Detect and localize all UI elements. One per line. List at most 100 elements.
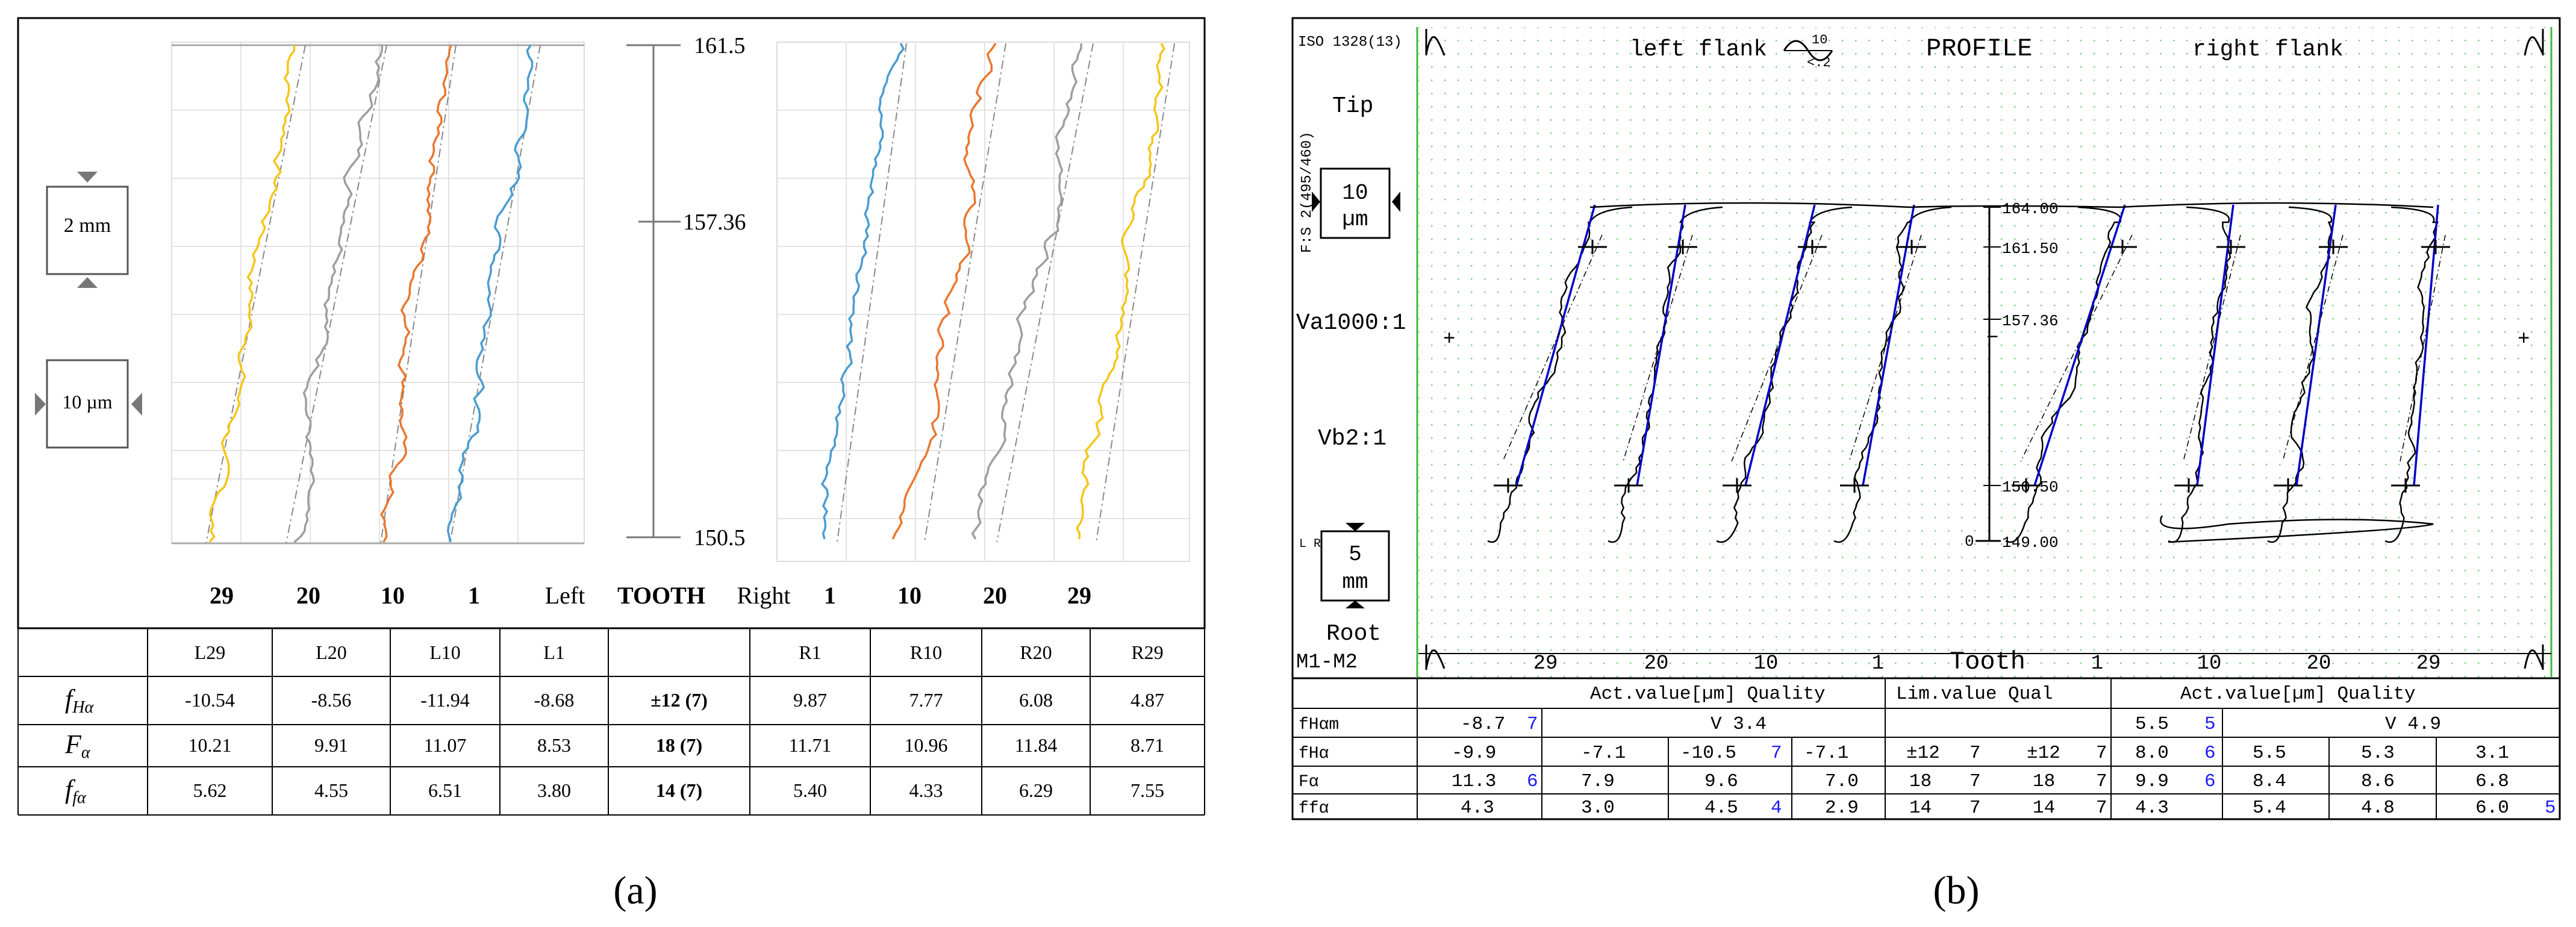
table-b-cell: 5.4	[2253, 797, 2286, 819]
table-a-cell: 14 (7)	[656, 779, 702, 801]
iso-label: ISO 1328(13)	[1298, 34, 1402, 51]
table-a-cell: -8.68	[534, 689, 575, 711]
right-trace-10	[891, 42, 997, 540]
root-label: Root	[1326, 621, 1381, 647]
table-b-cell: 4.8	[2361, 797, 2395, 819]
left-trace-20	[293, 45, 384, 543]
right-num-1: 1	[824, 582, 836, 609]
scale-label-10um: 10 µm	[62, 391, 112, 413]
b-left-num-20: 20	[1644, 652, 1669, 675]
left-trace-plot	[171, 42, 585, 545]
minus-center: −	[1986, 327, 1998, 350]
table-b-cell: 4.5	[1704, 797, 1738, 819]
center-axis: 161.5 157.36 150.5	[626, 33, 746, 551]
table-b-row-label: fHα	[1299, 744, 1329, 763]
table-b-cell: -10.5	[1680, 743, 1736, 764]
scale-label-2mm: 2 mm	[64, 214, 111, 237]
table-a-cell: 10.96	[905, 734, 948, 756]
design-line-4	[2020, 234, 2133, 462]
table-a-header-r20: R20	[1020, 641, 1052, 663]
table-b-cell: 4.3	[1461, 797, 1494, 819]
table-b-cell: 2.9	[1825, 797, 1859, 819]
axis-b-157: 157.36	[2002, 312, 2059, 330]
table-a-header-r10: R10	[910, 641, 942, 663]
filter-icon: 10 <.2	[1783, 33, 1833, 70]
right-num-20: 20	[983, 582, 1007, 609]
axis-b-161: 161.50	[2002, 240, 2059, 258]
left-trace-29	[208, 45, 296, 543]
caption-a: (a)	[613, 869, 657, 913]
table-b-head-act-right: Act.value[µm] Quality	[2180, 684, 2416, 705]
table-a-cell: 7.55	[1131, 779, 1164, 801]
table-a-cell: 6.08	[1019, 689, 1053, 711]
vb-label: Vb2:1	[1318, 426, 1386, 452]
right-ref-line-1	[837, 43, 907, 543]
panel-a: 2 mm 10 µm	[17, 17, 1206, 913]
table-b-cell: 14	[2033, 797, 2055, 819]
table-a-header-l29: L29	[195, 641, 226, 663]
b-left-num-1: 1	[1872, 652, 1884, 675]
b-right-num-1: 1	[2091, 652, 2103, 675]
table-a-header-l10: L10	[429, 641, 461, 663]
table-b-cell: 7	[2096, 743, 2107, 764]
table-b-cell: -7.1	[1804, 743, 1848, 764]
table-b-cell: -8.7	[1461, 714, 1505, 735]
tooth-word: TOOTH	[617, 582, 705, 609]
right-num-10: 10	[897, 582, 922, 609]
table-b-cell: 9.6	[1704, 771, 1738, 792]
filter-bottom: <.2	[1807, 55, 1831, 70]
table-b-cell: 4.3	[2135, 797, 2169, 819]
design-line-2	[1731, 234, 1823, 462]
table-b-row-label: ffα	[1299, 799, 1329, 818]
left-ref-line-1	[449, 45, 541, 544]
axis-b-zero: 0	[1965, 532, 1974, 551]
table-a-header-r29: R29	[1131, 641, 1163, 663]
table-b-cell: 7	[2096, 771, 2107, 792]
design-line-5	[2183, 234, 2241, 462]
table-b-cell: -9.9	[1452, 743, 1496, 764]
table-b-cell: 7	[1969, 771, 1981, 792]
left-ref-line-20	[285, 45, 387, 544]
b-tooth-word: Tooth	[1950, 648, 2026, 676]
right-trace-20	[971, 43, 1083, 540]
right-flank-label: right flank	[2192, 37, 2344, 63]
table-a-row-label: fHα	[65, 684, 94, 717]
left-ref-line-10	[380, 45, 457, 544]
table-a-cell: 4.55	[314, 779, 348, 801]
table-b-cell: 18	[1909, 771, 1932, 792]
b-right-num-10: 10	[2197, 652, 2222, 675]
panel-b: ISO 1328(13) left flank 10 <.2 PROFILE r…	[1291, 17, 2561, 913]
table-b-cell: 9.9	[2135, 771, 2169, 792]
table-b-cell: 8.4	[2253, 771, 2286, 792]
b-left-num-10: 10	[1754, 652, 1779, 675]
table-a-cell: 4.33	[909, 779, 943, 801]
table-a-cell: 11.84	[1015, 734, 1058, 756]
axis-bottom-label: 150.5	[694, 525, 746, 551]
table-b-cell: 7	[1771, 743, 1782, 764]
profile-traces	[1487, 202, 2450, 543]
table-b-cell: 6.8	[2475, 771, 2509, 792]
table-a-header-r1: R1	[799, 641, 821, 663]
table-b-cell: 7.0	[1825, 771, 1859, 792]
profile-trace-6	[2267, 206, 2333, 543]
fit-line-1	[1636, 204, 1686, 486]
table-a-cell: 11.07	[424, 734, 467, 756]
table-a-cell: 8.71	[1131, 734, 1164, 756]
table-b-cell: 14	[1909, 797, 1932, 819]
table-a-cell: 11.71	[789, 734, 832, 756]
table-b-cell: ±12	[2027, 743, 2060, 764]
vertical-fs-label: F:S 2(495/460)	[1299, 131, 1315, 253]
scale-box-10um-b: 10 µm	[1312, 167, 1400, 239]
table-b-cell: 3.1	[2475, 743, 2509, 764]
left-trace-1	[446, 45, 534, 543]
right-word: Right	[737, 582, 791, 609]
root-loop	[2160, 515, 2434, 543]
fit-line-7	[2413, 204, 2439, 486]
corner-icon-bottom-left	[1425, 645, 1445, 670]
table-b-cell: ±12	[1906, 743, 1940, 764]
table-b-cell: 7	[1969, 743, 1981, 764]
table-a: L29 L20 L10 L1 R1 R10 R20 R29 fHα -10.54 -8.56 -11.…	[17, 628, 1205, 816]
table-a-cell: 10.21	[189, 734, 232, 756]
table-b-cell: V 4.9	[2385, 714, 2441, 735]
table-b-cell: 8.6	[2361, 771, 2395, 792]
